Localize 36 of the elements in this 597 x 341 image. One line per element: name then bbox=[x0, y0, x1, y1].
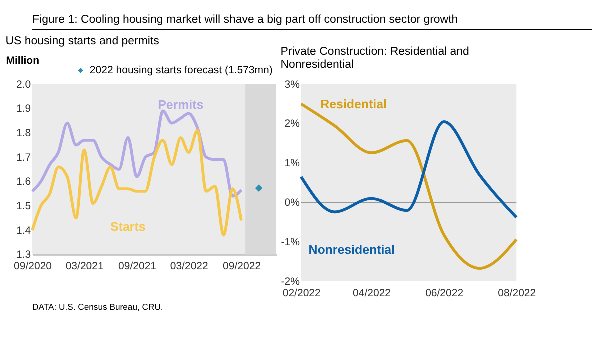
y-tick-label: 1.5 bbox=[16, 200, 32, 212]
x-tick-label: 04/2022 bbox=[353, 287, 392, 300]
x-tick-label: 03/2021 bbox=[66, 260, 104, 273]
y-tick-label: 1.9 bbox=[16, 103, 32, 116]
y-tick-label: 1.6 bbox=[16, 176, 32, 188]
x-tick-label: 06/2022 bbox=[426, 287, 464, 300]
x-tick-label: 09/2022 bbox=[223, 260, 262, 273]
y-tick-label: -2% bbox=[281, 276, 300, 288]
y-tick-label: -1% bbox=[281, 236, 300, 248]
y-tick-label: 1.4 bbox=[16, 224, 32, 237]
legend-label: 2022 housing starts forecast (1.573mn) bbox=[90, 64, 273, 76]
x-tick-label: 02/2022 bbox=[282, 287, 322, 300]
y-tick-label: 1.3 bbox=[16, 249, 32, 262]
x-tick-label: 08/2022 bbox=[498, 287, 536, 300]
y-tick-label: 2% bbox=[284, 118, 300, 130]
x-tick-label: 09/2021 bbox=[118, 260, 157, 273]
y-tick-label: 2.0 bbox=[16, 78, 32, 91]
series-label: Permits bbox=[158, 98, 204, 112]
series-label: Residential bbox=[320, 98, 387, 112]
text: Figure 1: Cooling housing market will shave a big part off construction sector growth bbox=[32, 14, 458, 26]
y-axis-title: Million bbox=[6, 54, 40, 67]
y-tick-label: 3% bbox=[284, 78, 300, 91]
y-tick-label: 1.7 bbox=[16, 152, 32, 164]
series-label: Starts bbox=[110, 220, 146, 234]
text: Nonresidential bbox=[308, 243, 396, 258]
text: DATA: U.S. Census Bureau, CRU. bbox=[32, 302, 164, 312]
x-tick-label: 09/2020 bbox=[14, 260, 52, 273]
y-tick-label: 1% bbox=[284, 158, 300, 170]
line-series bbox=[31, 129, 243, 237]
x-tick-label: 03/2022 bbox=[170, 260, 209, 273]
chart-title: US housing starts and permits bbox=[6, 35, 160, 48]
y-tick-label: 1.8 bbox=[16, 127, 32, 140]
chart-title: Private Construction: Residential and Nonresidential bbox=[280, 46, 470, 72]
line-series bbox=[31, 110, 243, 198]
y-tick-label: 0% bbox=[284, 197, 300, 210]
line-series bbox=[300, 120, 518, 220]
